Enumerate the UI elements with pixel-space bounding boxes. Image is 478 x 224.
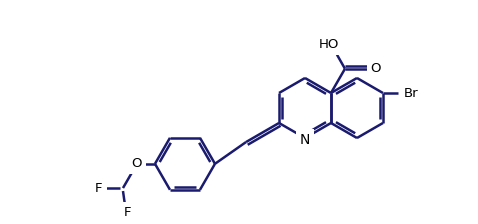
- Text: HO: HO: [319, 38, 339, 51]
- Text: N: N: [300, 133, 310, 147]
- Text: F: F: [124, 206, 132, 219]
- Text: Br: Br: [403, 86, 418, 99]
- Text: F: F: [95, 181, 103, 195]
- Text: O: O: [132, 157, 142, 170]
- Text: O: O: [371, 62, 381, 75]
